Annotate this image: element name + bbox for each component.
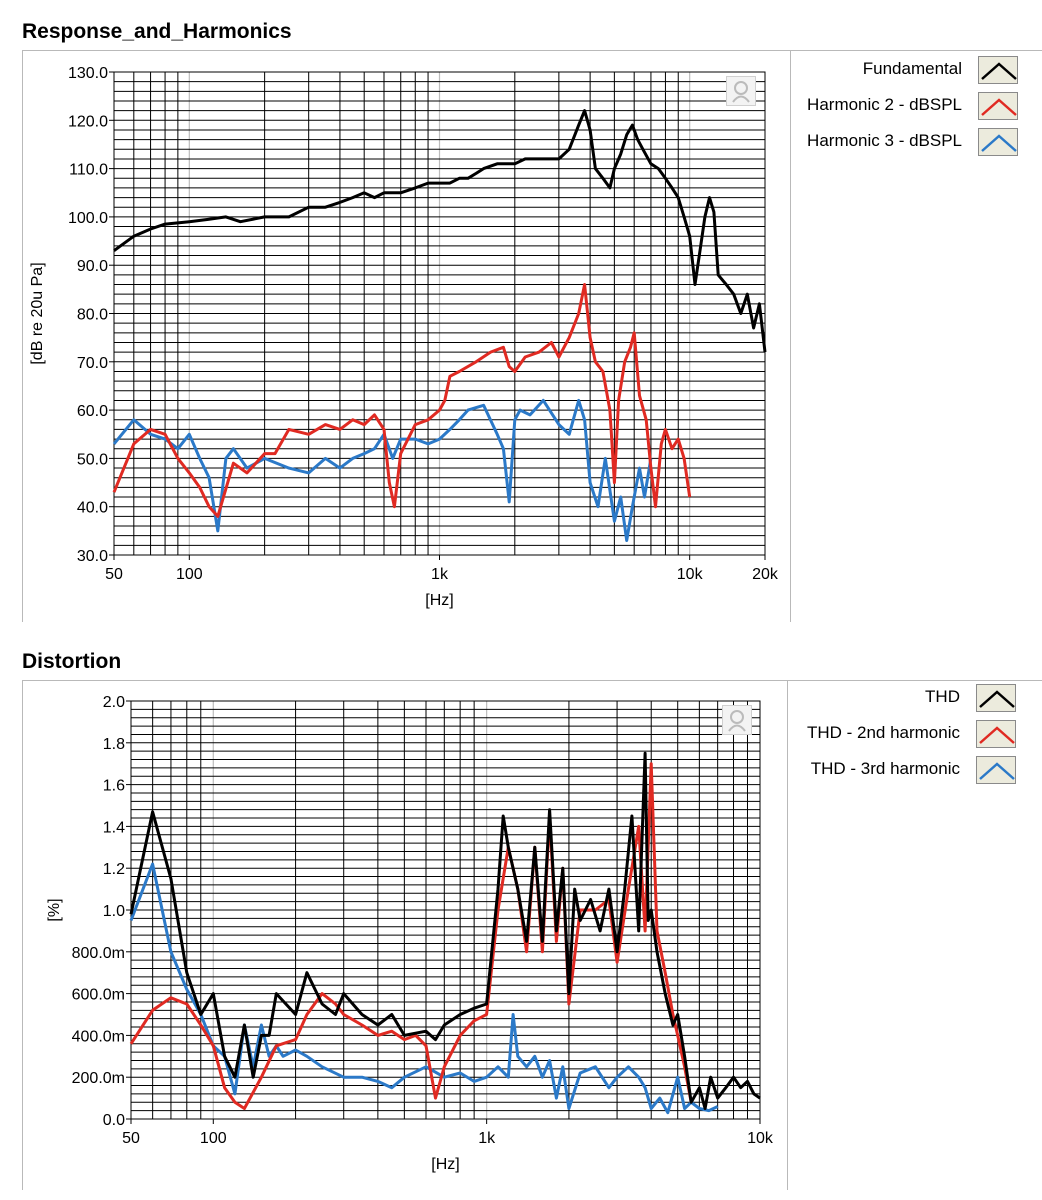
panel-title-distortion: Distortion	[22, 650, 122, 673]
y-tick-label: 30.0	[77, 548, 108, 565]
y-tick-label: 70.0	[77, 355, 108, 372]
x-tick-label: 50	[122, 1130, 140, 1147]
panel-divider	[790, 50, 791, 622]
y-tick-label: 0.0	[103, 1112, 125, 1129]
legend-swatch[interactable]	[978, 56, 1018, 84]
y-tick-label: 1.6	[103, 778, 125, 795]
series-line-thd-2nd-harmonic	[129, 762, 693, 1110]
series-line-thd-3rd-harmonic	[129, 862, 719, 1115]
y-tick-label: 1.8	[103, 736, 125, 753]
x-tick-label: 10k	[747, 1130, 774, 1147]
series-line-harmonic-2-dbspl	[112, 283, 692, 518]
legend-label: THD - 3rd harmonic	[810, 759, 960, 778]
panel-title-response: Response_and_Harmonics	[22, 20, 292, 43]
plot-area: 30.0 40.0 50.0 60.0 70.0 80.0 90.0 100.0 110.0 12…	[29, 65, 779, 609]
graph-tool-icon[interactable]	[722, 705, 752, 735]
x-axis-label: [Hz]	[431, 1156, 459, 1173]
x-tick-label: 1k	[431, 566, 449, 583]
series-group	[129, 751, 761, 1115]
y-tick-label: 50.0	[77, 451, 108, 468]
legend-swatch[interactable]	[978, 128, 1018, 156]
y-tick-label: 600.0m	[72, 987, 125, 1004]
legend-label: Harmonic 3 - dBSPL	[807, 131, 962, 150]
y-tick-label: 120.0	[68, 113, 108, 130]
y-axis-label: [dB re 20u Pa]	[29, 262, 46, 364]
legend-label: Harmonic 2 - dBSPL	[807, 95, 962, 114]
y-tick-label: 1.4	[103, 819, 125, 836]
graph-tool-icon[interactable]	[726, 76, 756, 106]
y-tick-label: 110.0	[69, 162, 108, 179]
panel-left-border	[22, 680, 23, 1190]
y-tick-label: 200.0m	[72, 1070, 125, 1087]
x-tick-label: 100	[176, 566, 203, 583]
y-axis-label: [%]	[46, 898, 63, 921]
y-tick-label: 80.0	[77, 307, 108, 324]
x-tick-label: 50	[105, 566, 123, 583]
plot-frame	[113, 71, 766, 556]
x-tick-label: 1k	[478, 1130, 496, 1147]
y-tick-label: 60.0	[77, 403, 108, 420]
title-separator	[22, 50, 1042, 51]
y-tick-label: 130.0	[68, 65, 108, 82]
legend-label: Fundamental	[862, 59, 962, 78]
panel-left-border	[22, 50, 23, 622]
series-line-harmonic-3-dbspl	[112, 398, 653, 542]
y-tick-label: 400.0m	[72, 1028, 125, 1045]
series-line-fundamental	[113, 109, 767, 353]
legend-swatch[interactable]	[978, 92, 1018, 120]
plot-area: 0.0 200.0m 400.0m 600.0m 800.0m 1.0 1.2 1.4 1.6 1…	[46, 694, 774, 1173]
panel-divider	[787, 680, 788, 1190]
x-tick-label: 20k	[752, 566, 779, 583]
legend-label: THD	[925, 687, 960, 706]
y-tick-label: 1.0	[103, 903, 125, 920]
y-tick-label: 800.0m	[72, 945, 125, 962]
y-tick-label: 2.0	[103, 694, 125, 711]
x-axis-label: [Hz]	[425, 592, 453, 609]
legend-swatch[interactable]	[976, 756, 1016, 784]
legend-label: THD - 2nd harmonic	[806, 723, 960, 742]
plot-frame	[130, 700, 761, 1120]
series-line-thd	[129, 751, 761, 1110]
y-tick-label: 90.0	[77, 258, 108, 275]
y-tick-label: 100.0	[68, 210, 108, 227]
y-tick-label: 1.2	[103, 861, 125, 878]
y-tick-label: 40.0	[77, 500, 108, 517]
series-group	[112, 109, 767, 542]
x-tick-label: 100	[200, 1130, 227, 1147]
x-tick-label: 10k	[677, 566, 704, 583]
title-separator	[22, 680, 1042, 681]
legend-swatch[interactable]	[976, 684, 1016, 712]
legend-swatch[interactable]	[976, 720, 1016, 748]
